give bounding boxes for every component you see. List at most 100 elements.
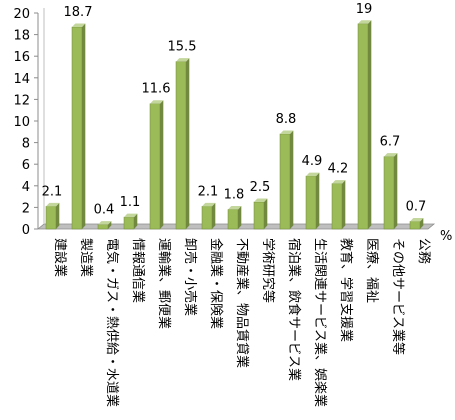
- bar-top: [358, 20, 372, 24]
- data-label: 15.5: [168, 40, 197, 55]
- bar-front: [97, 224, 109, 230]
- bar: [357, 20, 372, 230]
- data-label: 1.1: [120, 195, 141, 210]
- bar-front: [149, 103, 161, 230]
- category-label: 金融業・保険業: [208, 238, 224, 329]
- bar-front: [201, 206, 213, 230]
- bar-side: [394, 153, 398, 229]
- bar-top: [202, 202, 216, 207]
- category-label: 生活関連サービス業、娯楽業: [312, 238, 328, 407]
- bar-front: [123, 216, 135, 230]
- bars-layer: [45, 20, 424, 230]
- data-label: 6.7: [380, 135, 401, 150]
- category-label: 卸売・小売業: [182, 238, 198, 316]
- bar-top: [46, 202, 60, 207]
- bar-front: [279, 133, 291, 230]
- y-tick-label: 14: [13, 72, 30, 87]
- category-label: 学術研究等: [260, 238, 276, 303]
- bar-top: [98, 221, 112, 225]
- data-label: 11.6: [142, 82, 171, 97]
- bar-side: [368, 20, 372, 229]
- bar: [71, 23, 86, 230]
- bar-top: [306, 172, 320, 177]
- bar: [123, 213, 138, 230]
- bar-side: [264, 198, 268, 229]
- bar-top: [124, 213, 138, 218]
- labels-layer: 2.1 建設業 18.7 製造業 0.4 電気・ガス・熱供給・水道業 1.1 情報通信業 11.…: [42, 2, 431, 407]
- data-label: 2.1: [42, 184, 63, 199]
- bar: [279, 130, 294, 230]
- category-label: 不動産業、物品賃貸業: [234, 238, 250, 368]
- data-label: 2.1: [198, 184, 219, 199]
- y-tick-label: 10: [13, 115, 30, 130]
- data-label: 19: [356, 2, 373, 17]
- bar-top: [150, 100, 164, 104]
- bar-side: [290, 130, 294, 229]
- y-tick-label: 0: [22, 223, 30, 238]
- bar-top: [176, 58, 190, 62]
- data-label: 18.7: [64, 5, 93, 20]
- bar-side: [212, 202, 216, 229]
- bar-front: [305, 175, 317, 230]
- y-tick-label: 4: [22, 180, 30, 195]
- y-tick-label: 8: [22, 137, 30, 152]
- bar-top: [280, 130, 294, 134]
- bar-side: [108, 221, 112, 229]
- bar-front: [409, 221, 421, 230]
- data-label: 4.9: [302, 154, 323, 169]
- bar: [305, 172, 320, 230]
- unit-label: %: [440, 229, 452, 244]
- bar-side: [420, 217, 424, 229]
- category-label: 電気・ガス・熱供給・水道業: [104, 238, 120, 407]
- bar-front: [227, 209, 239, 230]
- bar: [45, 202, 60, 230]
- bar-front: [71, 26, 83, 230]
- category-label: 医療、福祉: [364, 238, 379, 303]
- y-tick-label: 12: [13, 93, 30, 108]
- data-label: 8.8: [276, 112, 297, 127]
- bar: [227, 206, 242, 230]
- bar-top: [384, 153, 398, 157]
- category-label: 製造業: [78, 238, 94, 277]
- bar-front: [45, 206, 57, 230]
- category-label: 教育、学習支援業: [338, 238, 354, 342]
- bar-side: [316, 172, 320, 229]
- y-tick-label: 2: [22, 201, 30, 216]
- data-label: 0.7: [406, 199, 427, 214]
- bar-side: [82, 23, 86, 229]
- bar: [149, 100, 164, 230]
- bar-front: [383, 156, 395, 230]
- data-label: 0.4: [94, 203, 115, 218]
- bar-front: [357, 23, 369, 230]
- category-label: 公務: [416, 238, 431, 264]
- bar-front: [175, 61, 187, 230]
- bar-top: [410, 217, 424, 222]
- data-label: 4.2: [328, 162, 349, 177]
- y-tick-label: 16: [13, 50, 30, 65]
- bar-front: [253, 201, 265, 230]
- category-label: 建設業: [52, 238, 68, 277]
- bar: [383, 153, 398, 230]
- bar-side: [160, 100, 164, 229]
- category-label: 宿泊業、飲食サービス業: [286, 238, 302, 381]
- category-label: 運輸業、郵便業: [156, 238, 172, 329]
- data-label: 2.5: [250, 180, 271, 195]
- bar-side: [186, 58, 190, 229]
- y-tick-label: 6: [22, 158, 30, 173]
- bar-front: [331, 183, 343, 230]
- bar-top: [228, 206, 242, 210]
- bar-side: [342, 180, 346, 229]
- bar: [97, 221, 112, 230]
- data-label: 1.8: [224, 188, 245, 203]
- bar-side: [134, 213, 138, 229]
- bar: [201, 202, 216, 230]
- y-tick-label: 18: [13, 29, 30, 44]
- bar-side: [56, 202, 60, 229]
- bar: [409, 217, 424, 230]
- bar-side: [238, 206, 242, 229]
- bar-top: [72, 23, 86, 28]
- bar: [175, 58, 190, 230]
- bar-top: [332, 180, 346, 184]
- bar: [331, 180, 346, 230]
